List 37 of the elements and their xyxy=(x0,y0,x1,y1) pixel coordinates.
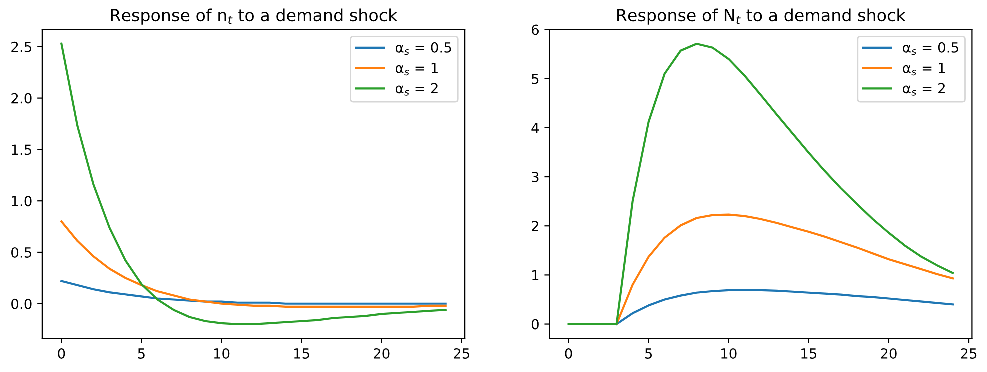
y-tick-label: 1 xyxy=(532,270,539,280)
y-tick-label: 2 xyxy=(532,221,538,232)
x-tick-label: 25 xyxy=(454,348,470,359)
y-tick-label: 1.0 xyxy=(12,196,32,207)
legend-label: α$_{s}$ = 0.5 xyxy=(396,42,452,56)
line-series xyxy=(616,214,954,326)
x-tick-label: 0 xyxy=(58,348,66,359)
legend-label: α$_{s}$ = 0.5 xyxy=(903,42,958,56)
x-tick-label: 10 xyxy=(214,348,230,359)
chart-title: Response of n$_{t}$ to a demand shock xyxy=(111,8,398,25)
y-tick-label: 0.0 xyxy=(12,298,32,310)
x-tick-label: 5 xyxy=(645,348,652,359)
y-tick-label: 2.5 xyxy=(12,42,32,52)
chart-title: Response of N$_{t}$ to a demand shock xyxy=(618,8,906,25)
x-tick-label: 25 xyxy=(961,348,977,359)
x-tick-label: 15 xyxy=(294,348,310,359)
y-tick-label: 6 xyxy=(532,24,539,36)
line-series xyxy=(616,289,954,326)
legend-label: α$_{s}$ = 2 xyxy=(396,83,438,96)
legend-label: α$_{s}$ = 1 xyxy=(903,63,946,76)
y-tick-label: 0 xyxy=(532,319,539,330)
x-tick-label: 20 xyxy=(374,348,390,359)
x-tick-label: 20 xyxy=(881,348,897,359)
legend-label: α$_{s}$ = 2 xyxy=(903,83,945,96)
legend-label: α$_{s}$ = 1 xyxy=(396,63,438,76)
line-series xyxy=(60,280,447,305)
x-tick-label: 15 xyxy=(802,348,817,359)
y-tick-label: 4 xyxy=(532,123,540,134)
line-series xyxy=(60,220,447,308)
y-tick-label: 3 xyxy=(532,172,539,182)
x-tick-label: 5 xyxy=(138,348,145,359)
x-tick-label: 10 xyxy=(722,348,737,359)
x-tick-label: 0 xyxy=(565,348,572,359)
y-tick-label: 0.5 xyxy=(12,247,32,258)
y-tick-label: 2.0 xyxy=(12,93,32,104)
y-tick-label: 1.5 xyxy=(12,144,32,156)
y-tick-label: 5 xyxy=(532,74,539,84)
